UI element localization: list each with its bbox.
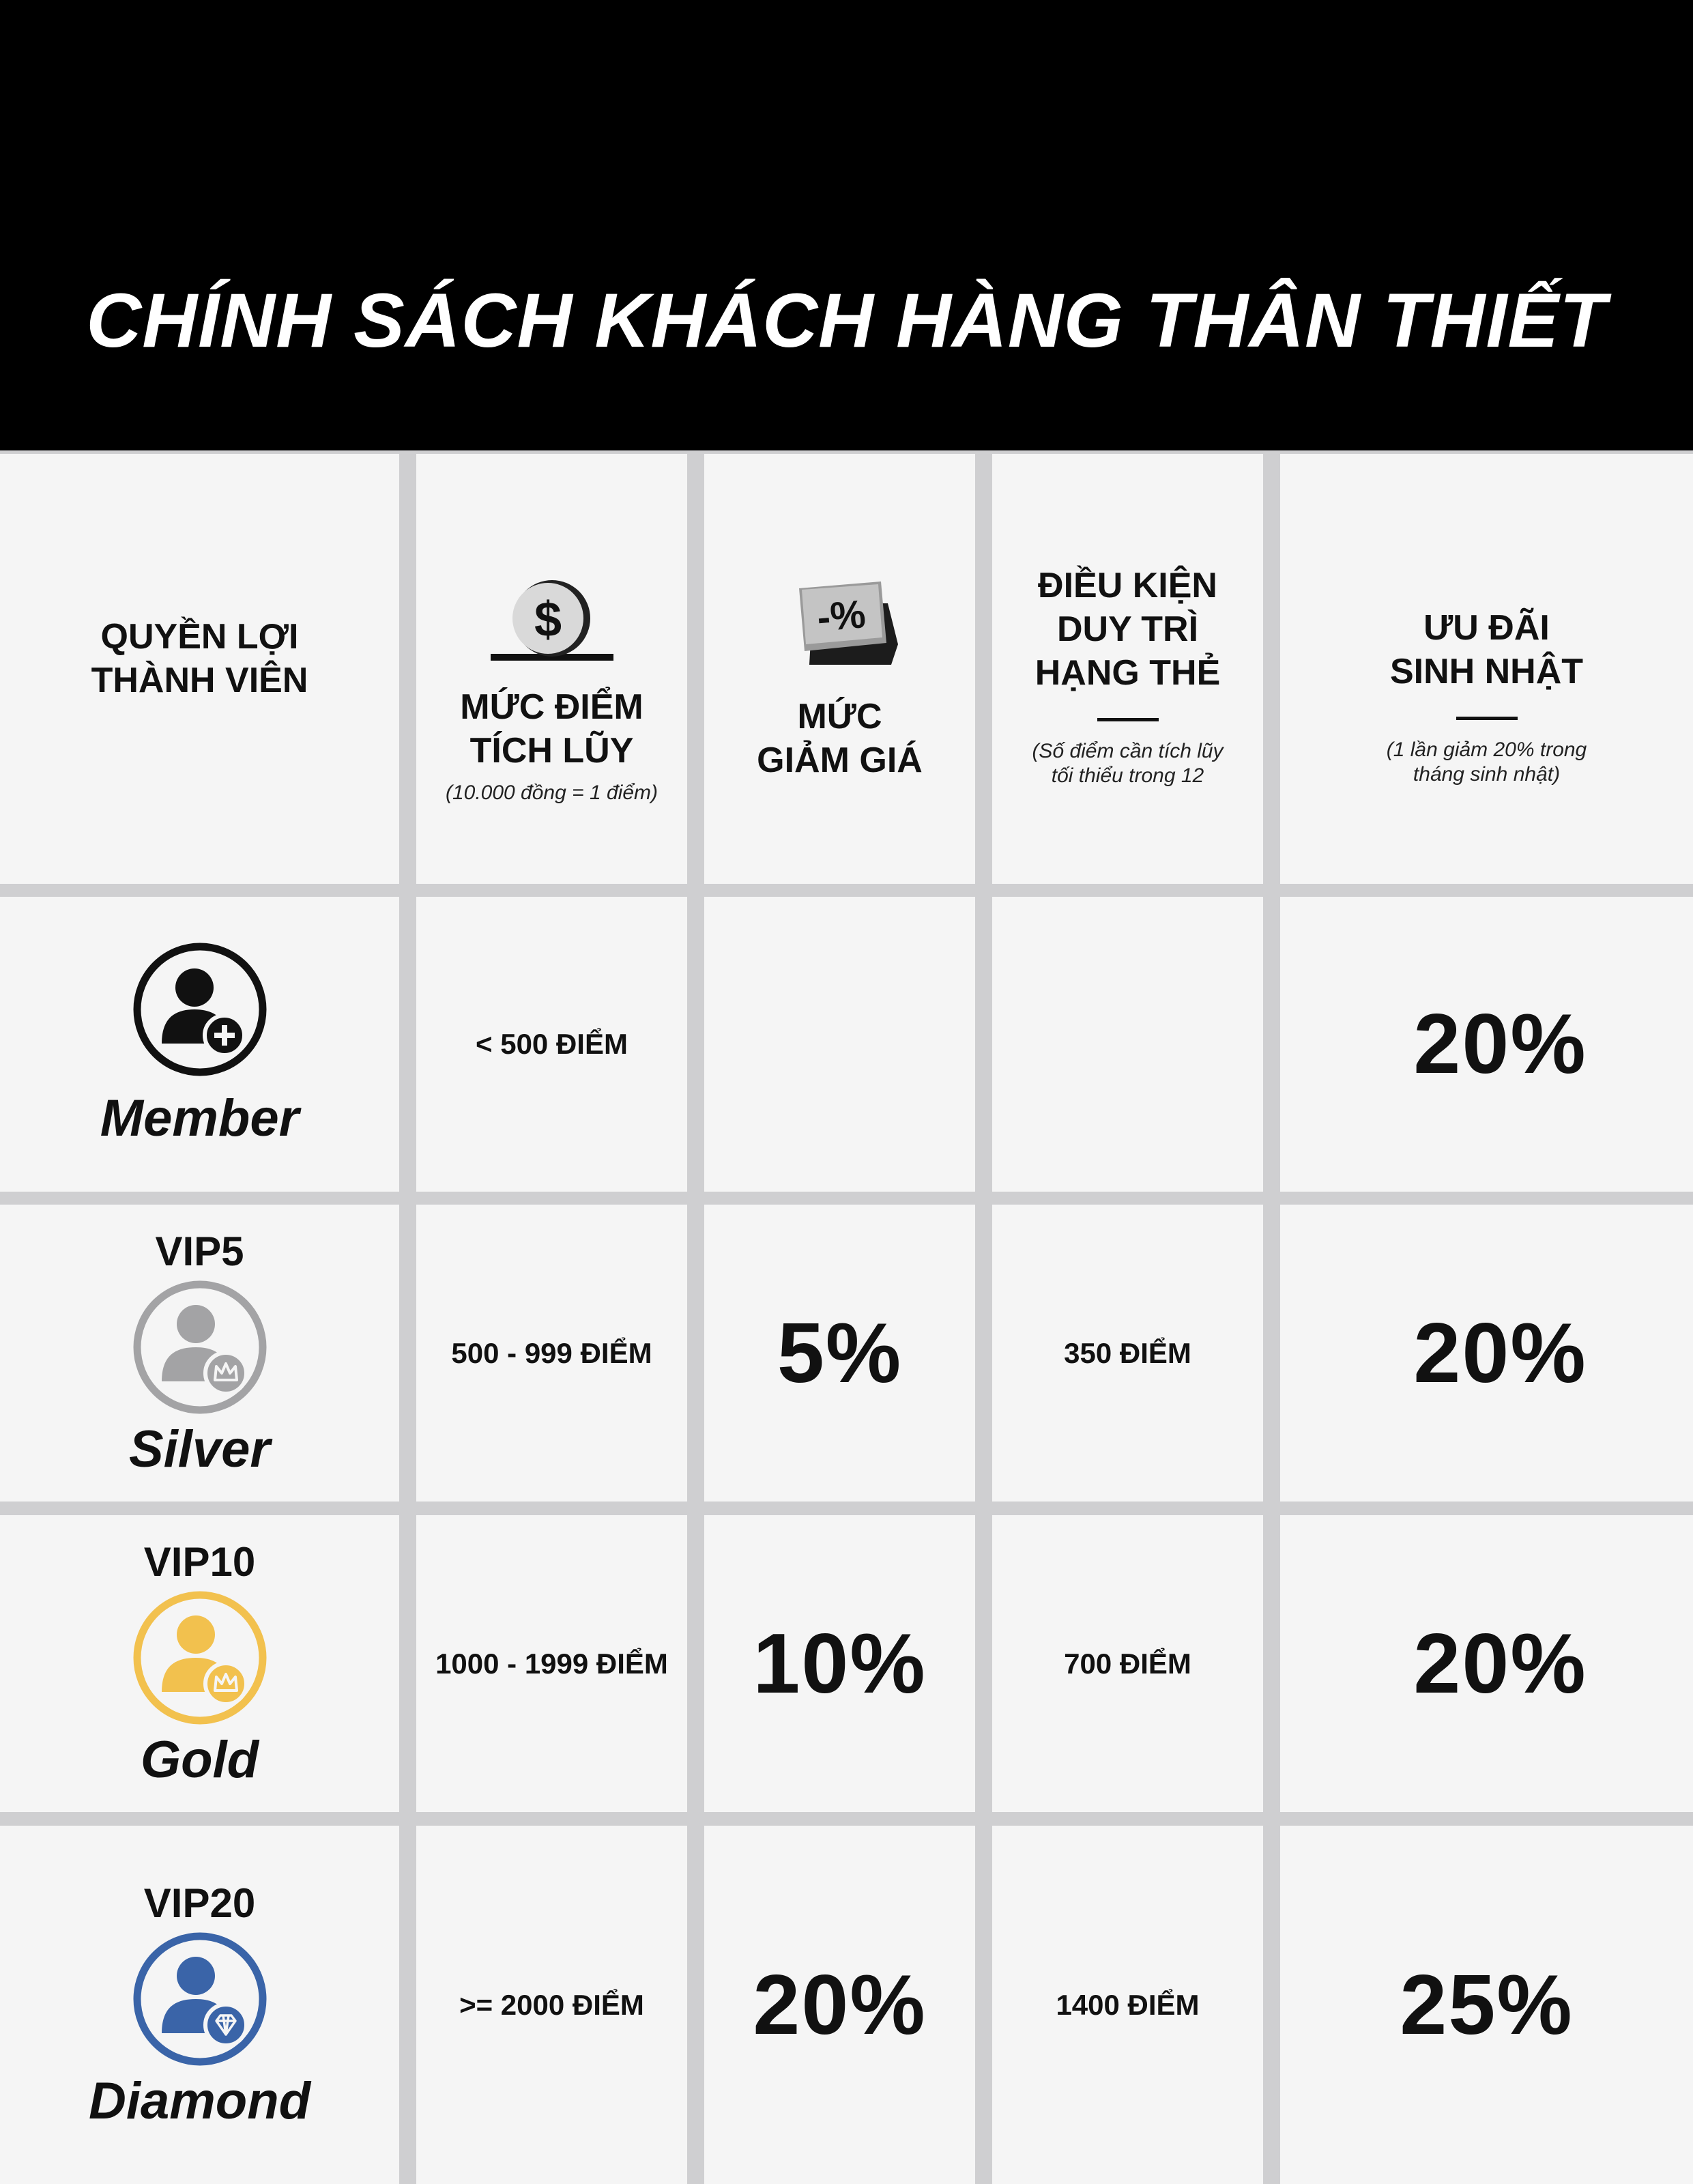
birthday-value: 20% — [1413, 1306, 1587, 1400]
discount-value: 20% — [753, 1957, 927, 2052]
maintain-cell-member — [992, 897, 1263, 1192]
tier-name-silver: Silver — [128, 1420, 271, 1478]
birthday-value: 20% — [1413, 1616, 1587, 1711]
discount-cell-silver: 5% — [704, 1205, 975, 1502]
header-birthday-note2: tháng sinh nhật) — [1413, 762, 1561, 786]
header-maintain: ĐIỀU KIỆN DUY TRÌ HẠNG THẺ (Số điểm cần … — [992, 454, 1263, 884]
header-discount-line2: GIẢM GIÁ — [757, 741, 923, 780]
user-plus-icon — [133, 943, 266, 1076]
birthday-cell-gold: 20% — [1280, 1515, 1693, 1812]
points-cell-gold: 1000 - 1999 ĐIỂM — [416, 1515, 687, 1812]
maintain-value: 1400 ĐIỂM — [1056, 1988, 1200, 2021]
maintain-value: 700 ĐIỂM — [1064, 1647, 1191, 1680]
tier-name-gold: Gold — [140, 1730, 259, 1789]
header-benefit-line2: THÀNH VIÊN — [91, 661, 308, 700]
points-value: 500 - 999 ĐIỂM — [451, 1336, 652, 1369]
header-maintain-note1: (Số điểm cần tích lũy — [1032, 739, 1224, 762]
tier-name-member: Member — [100, 1089, 300, 1147]
birthday-cell-silver: 20% — [1280, 1205, 1693, 1502]
header-birthday-note1: (1 lần giảm 20% trong — [1386, 738, 1587, 761]
birthday-cell-member: 20% — [1280, 897, 1693, 1192]
birthday-value: 25% — [1400, 1957, 1574, 2052]
page-header: CHÍNH SÁCH KHÁCH HÀNG THÂN THIẾT — [0, 0, 1693, 450]
tier-name-diamond: Diamond — [88, 2071, 311, 2130]
maintain-value: 350 ĐIỂM — [1064, 1336, 1191, 1369]
points-value: < 500 ĐIỂM — [476, 1028, 628, 1060]
header-points: $ MỨC ĐIỂM TÍCH LŨY (10.000 đồng = 1 điể… — [416, 454, 687, 884]
header-points-line1: MỨC ĐIỂM — [460, 687, 643, 727]
header-discount: -% MỨC GIẢM GIÁ — [704, 454, 975, 884]
header-benefit-line1: QUYỀN LỢI — [100, 617, 299, 657]
points-cell-silver: 500 - 999 ĐIỂM — [416, 1205, 687, 1502]
tier-level-gold: VIP10 — [143, 1538, 256, 1585]
header-discount-line1: MỨC — [797, 697, 882, 736]
tier-cell-diamond: VIP20 Diamond — [0, 1826, 399, 2184]
header-maintain-line3: HẠNG THẺ — [1034, 652, 1221, 693]
tier-cell-member: Member — [0, 897, 399, 1192]
header-birthday-line2: SINH NHẬT — [1389, 651, 1584, 691]
header-birthday: ƯU ĐÃI SINH NHẬT (1 lần giảm 20% trong t… — [1280, 454, 1693, 884]
header-maintain-note2: tối thiểu trong 12 — [1051, 764, 1204, 787]
svg-text:-%: -% — [815, 592, 867, 640]
tier-level-silver: VIP5 — [155, 1228, 244, 1274]
user-crown-icon — [133, 1280, 266, 1413]
tier-cell-gold: VIP10 Gold — [0, 1515, 399, 1812]
discount-value: 5% — [777, 1306, 903, 1400]
dollar-coin-icon: $ — [490, 580, 613, 661]
maintain-cell-gold: 700 ĐIỂM — [992, 1515, 1263, 1812]
points-cell-diamond: >= 2000 ĐIỂM — [416, 1826, 687, 2184]
birthday-value: 20% — [1413, 997, 1587, 1091]
user-crown-icon — [133, 1591, 266, 1724]
maintain-cell-silver: 350 ĐIỂM — [992, 1205, 1263, 1502]
header-birthday-line1: ƯU ĐÃI — [1423, 607, 1550, 648]
discount-cell-member — [704, 897, 975, 1192]
user-diamond-icon — [133, 1932, 266, 2065]
tier-level-diamond: VIP20 — [143, 1880, 256, 1926]
header-points-note: (10.000 đồng = 1 điểm) — [445, 781, 659, 804]
tier-cell-silver: VIP5 Silver — [0, 1205, 399, 1502]
svg-text:$: $ — [534, 592, 561, 647]
header-benefit: QUYỀN LỢI THÀNH VIÊN — [0, 454, 399, 884]
header-maintain-divider — [1097, 717, 1159, 721]
maintain-cell-diamond: 1400 ĐIỂM — [992, 1826, 1263, 2184]
points-cell-member: < 500 ĐIỂM — [416, 897, 687, 1192]
page-title: CHÍNH SÁCH KHÁCH HÀNG THÂN THIẾT — [86, 278, 1607, 363]
birthday-cell-diamond: 25% — [1280, 1826, 1693, 2184]
header-birthday-divider — [1456, 716, 1518, 720]
points-value: >= 2000 ĐIỂM — [459, 1988, 644, 2021]
header-maintain-line1: ĐIỀU KIỆN — [1038, 565, 1217, 605]
discount-value: 10% — [753, 1616, 927, 1711]
header-maintain-line2: DUY TRÌ — [1056, 609, 1199, 649]
discount-cell-gold: 10% — [704, 1515, 975, 1812]
discount-cell-diamond: 20% — [704, 1826, 975, 2184]
discount-tag-icon: -% — [798, 581, 898, 665]
points-value: 1000 - 1999 ĐIỂM — [435, 1647, 668, 1680]
header-points-line2: TÍCH LŨY — [469, 731, 634, 771]
